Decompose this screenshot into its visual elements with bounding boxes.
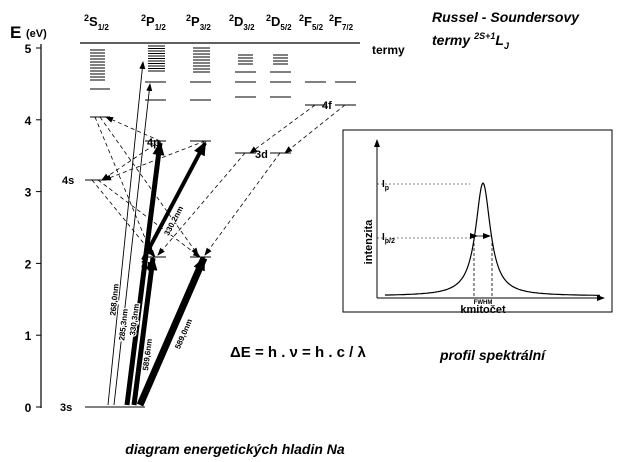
tick-label: 3: [25, 186, 32, 200]
profile-curve: [384, 181, 600, 296]
transition-label: 330,3nm: [128, 303, 141, 336]
half-sub: p/2: [385, 238, 395, 245]
title-line2: termy 2S+1LJ: [432, 31, 510, 51]
term-mult: 2: [229, 13, 234, 23]
caption: diagram energetických hladin Na: [125, 441, 345, 457]
inset-frame: [342, 129, 613, 313]
half-label: Ip/2: [382, 232, 395, 245]
title-sup: 2S+1: [473, 31, 495, 41]
level-label: 3s: [60, 402, 72, 414]
title-line1: Russel - Soundersovy: [432, 9, 580, 25]
tick-label: 2: [25, 257, 32, 271]
term-L: F: [334, 14, 342, 29]
tick-label: 5: [25, 42, 32, 56]
transition-label: 285,3nm: [117, 308, 130, 341]
term-mult: 2: [186, 13, 191, 23]
term-J: 5/2: [312, 23, 324, 32]
inset-x-label: kmitočet: [460, 304, 506, 316]
term-label: 2P1/2: [141, 13, 166, 32]
term-mult: 2: [141, 13, 146, 23]
dashed-transition: [94, 116, 153, 256]
term-mult: 2: [266, 13, 271, 23]
dashed-transition: [249, 104, 316, 154]
title-J: J: [504, 41, 510, 51]
term-L: D: [234, 14, 243, 29]
term-L: P: [146, 14, 155, 29]
term-L: F: [304, 14, 312, 29]
dashed-transition: [105, 116, 161, 142]
peak-base: I: [382, 179, 385, 190]
inset-y-label: intenzita: [363, 219, 375, 264]
axis-unit: (eV): [26, 28, 47, 40]
dashed-transition: [101, 140, 161, 181]
level-label: 4f: [322, 100, 332, 112]
axis-label: E: [10, 23, 21, 42]
dashed-transition: [284, 104, 346, 154]
title-L: L: [495, 32, 504, 48]
transition-label: 268,0nm: [108, 283, 120, 316]
term-label: 2P3/2: [186, 13, 211, 32]
term-label: 2F5/2: [299, 13, 324, 32]
dashed-transition: [157, 152, 246, 256]
title-termy: termy: [432, 32, 471, 48]
dashed-transition: [99, 116, 199, 256]
term-L: D: [271, 14, 280, 29]
term-L: S: [89, 14, 98, 29]
tick-label: 4: [25, 114, 32, 128]
term-L: P: [191, 14, 200, 29]
transition-arrow: [124, 141, 165, 406]
term-J: 7/2: [342, 23, 354, 32]
term-label: 2S1/2: [84, 13, 109, 32]
formula: ΔE = h . ν = h . c / λ: [230, 344, 366, 361]
transition-arrow: [113, 83, 153, 406]
tick-label: 1: [25, 329, 32, 343]
level-label: 3d: [255, 149, 268, 161]
term-J: 3/2: [243, 23, 255, 32]
term-mult: 2: [329, 13, 334, 23]
half-base: I: [382, 232, 385, 243]
term-label: 2D3/2: [229, 13, 255, 32]
dashed-transition: [204, 152, 281, 256]
term-J: 1/2: [98, 23, 110, 32]
term-J: 5/2: [280, 23, 292, 32]
transition-arrow: [131, 256, 158, 406]
term-label: 2D5/2: [266, 13, 292, 32]
profile-caption: profil spektrální: [439, 347, 547, 363]
level-label: 4s: [62, 175, 74, 187]
transition-arrow: [141, 141, 207, 261]
dashed-transition: [91, 179, 156, 258]
term-J: 3/2: [200, 23, 212, 32]
term-mult: 2: [299, 13, 304, 23]
peak-label: Ip: [382, 179, 389, 192]
transition-arrow: [107, 61, 146, 406]
peak-sub: p: [385, 185, 389, 192]
term-J: 1/2: [155, 23, 167, 32]
transition-arrow: [136, 256, 208, 407]
fwhm-label: FWHM: [474, 300, 493, 306]
term-mult: 2: [84, 13, 89, 23]
terms-label: termy: [372, 43, 405, 57]
term-label: 2F7/2: [329, 13, 354, 32]
tick-label: 0: [25, 401, 32, 415]
